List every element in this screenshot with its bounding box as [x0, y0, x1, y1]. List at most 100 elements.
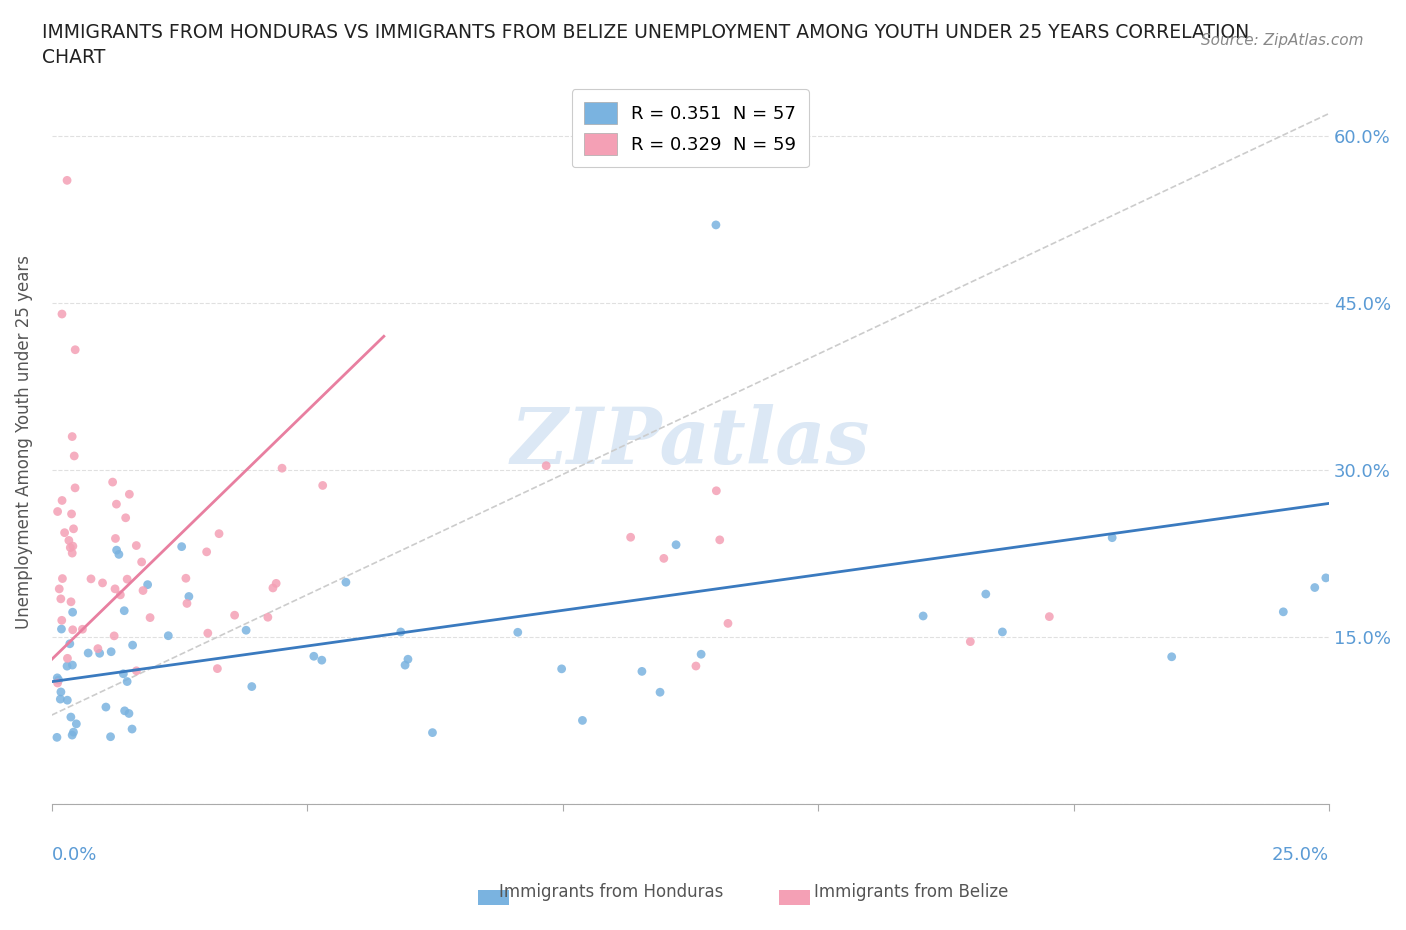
Point: [389, 625, 412, 640]
Point: [60, 507, 83, 522]
Point: [48, 581, 70, 596]
Point: [62, 522, 84, 537]
Point: [139, 610, 162, 625]
Point: [121, 638, 143, 653]
Point: [63, 342, 86, 357]
Point: [46, 671, 69, 685]
Point: [114, 511, 136, 525]
Point: [51, 621, 73, 636]
Point: [136, 578, 159, 592]
Point: [62, 538, 84, 553]
Point: [125, 538, 148, 553]
Point: [46, 504, 69, 519]
Point: [197, 626, 219, 641]
Point: [60, 546, 83, 561]
Point: [974, 587, 997, 602]
Point: [65, 716, 87, 731]
Point: [235, 623, 257, 638]
Point: [105, 543, 128, 558]
Point: [176, 596, 198, 611]
Point: [312, 478, 335, 493]
Text: Immigrants from Honduras: Immigrants from Honduras: [499, 883, 724, 900]
Point: [1272, 604, 1295, 619]
Point: [49, 684, 72, 699]
Text: ZIPatlas: ZIPatlas: [510, 404, 870, 481]
Point: [89, 645, 111, 660]
Point: [912, 608, 935, 623]
Text: Source: ZipAtlas.com: Source: ZipAtlas.com: [1201, 33, 1364, 47]
Point: [63, 481, 86, 496]
Y-axis label: Unemployment Among Youth under 25 years: Unemployment Among Youth under 25 years: [15, 255, 32, 629]
Point: [240, 679, 263, 694]
Point: [302, 649, 325, 664]
Point: [1315, 570, 1337, 585]
Point: [571, 713, 593, 728]
Point: [311, 653, 333, 668]
Point: [63, 448, 86, 463]
Point: [56, 693, 79, 708]
Point: [104, 531, 127, 546]
Point: [94, 699, 117, 714]
Point: [58, 533, 80, 548]
Point: [709, 532, 731, 547]
Point: [257, 610, 280, 625]
Point: [685, 658, 707, 673]
Point: [77, 645, 100, 660]
Point: [271, 460, 294, 475]
Point: [59, 710, 82, 724]
Point: [103, 629, 125, 644]
Point: [108, 547, 131, 562]
Text: IMMIGRANTS FROM HONDURAS VS IMMIGRANTS FROM BELIZE UNEMPLOYMENT AMONG YOUTH UNDE: IMMIGRANTS FROM HONDURAS VS IMMIGRANTS F…: [42, 23, 1250, 42]
Point: [60, 658, 83, 672]
Point: [704, 484, 727, 498]
Point: [59, 540, 82, 555]
Point: [110, 588, 132, 603]
Point: [195, 544, 218, 559]
Point: [262, 580, 284, 595]
Point: [48, 672, 70, 687]
Point: [131, 554, 153, 569]
Point: [59, 594, 82, 609]
Point: [208, 526, 231, 541]
Point: [104, 581, 127, 596]
Point: [56, 658, 79, 673]
Point: [51, 307, 73, 322]
Point: [132, 583, 155, 598]
Point: [177, 589, 200, 604]
Point: [46, 675, 69, 690]
Point: [224, 607, 246, 622]
Point: [101, 474, 124, 489]
Point: [53, 525, 76, 540]
Point: [56, 173, 79, 188]
Point: [115, 572, 138, 587]
Point: [991, 625, 1014, 640]
Text: 0.0%: 0.0%: [52, 846, 97, 864]
Point: [91, 576, 114, 591]
Point: [60, 429, 83, 444]
Point: [157, 629, 180, 644]
Point: [121, 722, 143, 737]
Point: [59, 636, 82, 651]
Point: [1038, 609, 1060, 624]
Point: [620, 530, 643, 545]
Text: 25.0%: 25.0%: [1272, 846, 1329, 864]
Legend: R = 0.351  N = 57, R = 0.329  N = 59: R = 0.351 N = 57, R = 0.329 N = 59: [572, 89, 808, 167]
Point: [717, 616, 740, 631]
Point: [62, 724, 84, 739]
Point: [105, 497, 128, 512]
Point: [534, 458, 557, 473]
Point: [51, 493, 73, 508]
Point: [115, 674, 138, 689]
Point: [49, 692, 72, 707]
Point: [118, 486, 141, 501]
Point: [652, 551, 675, 565]
Point: [170, 539, 193, 554]
Point: [394, 658, 416, 672]
Point: [51, 571, 73, 586]
Point: [87, 641, 110, 656]
Point: [959, 634, 981, 649]
Point: [56, 651, 79, 666]
Point: [62, 622, 84, 637]
Point: [62, 604, 84, 619]
Point: [60, 727, 83, 742]
